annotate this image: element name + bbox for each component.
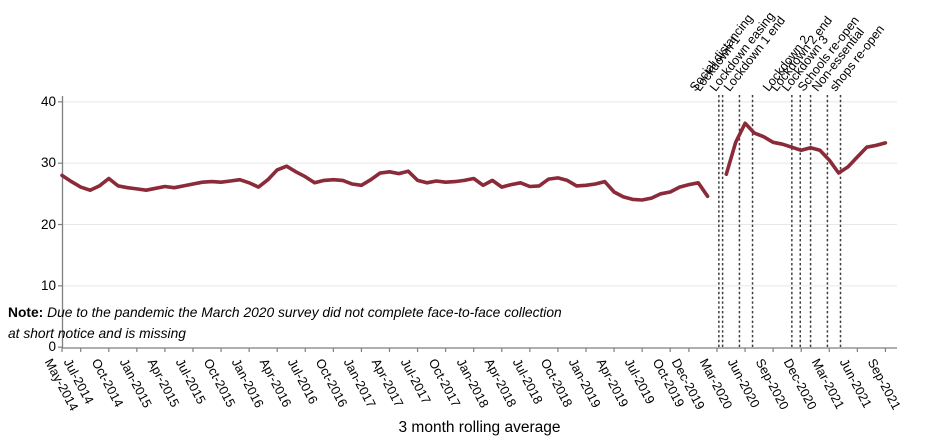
y-tick-label: 40 (40, 93, 56, 109)
footnote-bold-prefix: Note: (8, 305, 44, 320)
x-axis-title: 3 month rolling average (398, 419, 561, 436)
footnote-line2: at short notice and is missing (8, 326, 186, 341)
y-tick-label: 30 (40, 155, 56, 171)
y-tick-label: 20 (40, 216, 56, 232)
footnote-line1: Due to the pandemic the March 2020 surve… (47, 305, 562, 320)
y-tick-label: 0 (48, 339, 56, 355)
data-line-segment (60, 164, 710, 202)
data-line-segment (724, 121, 888, 176)
footnote: Note: Due to the pandemic the March 2020… (8, 302, 608, 344)
y-tick-label: 10 (40, 277, 56, 293)
